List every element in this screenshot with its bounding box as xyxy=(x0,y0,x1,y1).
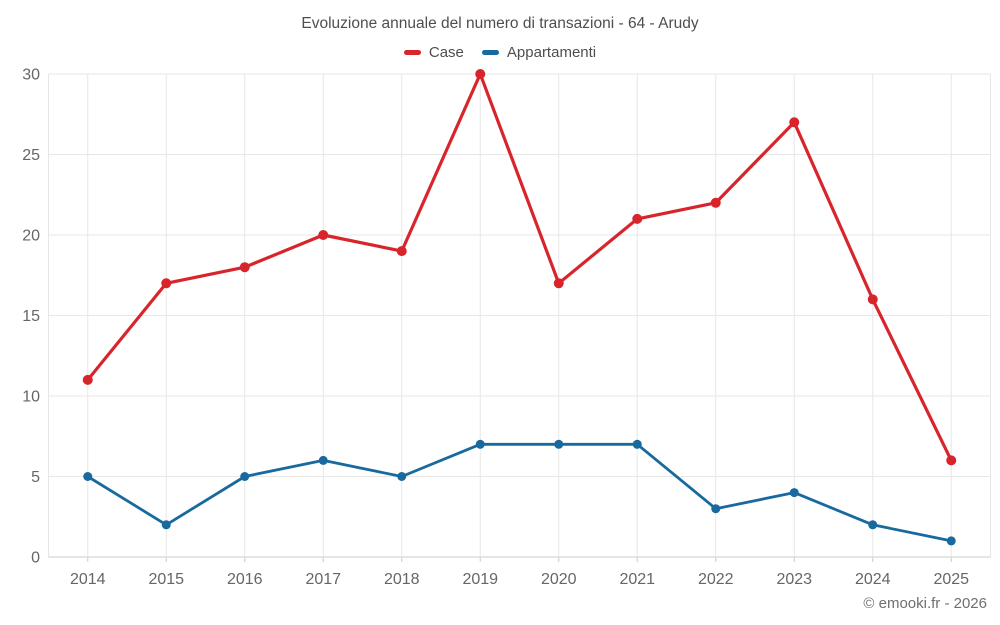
data-point-case-2024[interactable] xyxy=(867,294,878,305)
data-point-appartamenti-2022[interactable] xyxy=(711,504,721,514)
chart-title: Evoluzione annuale del numero di transaz… xyxy=(301,15,699,32)
data-point-case-2020[interactable] xyxy=(553,278,564,289)
legend-label-case: Case xyxy=(428,44,464,61)
data-point-case-2022[interactable] xyxy=(710,197,721,208)
y-axis-tick-label: 5 xyxy=(31,469,40,486)
legend-label-appartamenti: Appartamenti xyxy=(506,44,597,61)
x-axis-tick-label: 2022 xyxy=(698,571,734,588)
data-point-case-2019[interactable] xyxy=(475,69,486,79)
x-axis-tick-label: 2014 xyxy=(70,571,106,588)
data-point-case-2025[interactable] xyxy=(946,455,957,466)
data-point-appartamenti-2017[interactable] xyxy=(318,455,328,465)
y-axis-tick-label: 25 xyxy=(22,147,40,164)
copyright-note: © emooki.fr - 2026 xyxy=(863,595,987,612)
data-point-case-2017[interactable] xyxy=(318,230,329,240)
x-axis-tick-label: 2019 xyxy=(462,571,498,588)
data-point-appartamenti-2018[interactable] xyxy=(397,472,407,481)
data-point-appartamenti-2020[interactable] xyxy=(554,439,564,449)
x-axis-tick-label: 2020 xyxy=(541,571,577,588)
y-axis-tick-label: 10 xyxy=(22,389,40,406)
y-axis-tick-label: 20 xyxy=(22,228,40,245)
series-line-appartamenti xyxy=(86,442,953,543)
series-line-case xyxy=(86,72,953,462)
x-axis-tick-label: 2016 xyxy=(227,571,263,588)
x-axis-tick-label: 2017 xyxy=(305,571,341,588)
legend-marker-case xyxy=(403,50,421,55)
legend-item-case[interactable]: Case xyxy=(403,44,464,61)
data-point-appartamenti-2023[interactable] xyxy=(789,488,799,498)
data-point-case-2021[interactable] xyxy=(632,213,643,224)
y-axis-tick-label: 0 xyxy=(31,550,40,567)
x-axis-tick-label: 2021 xyxy=(619,571,655,588)
data-point-appartamenti-2015[interactable] xyxy=(161,520,171,530)
data-point-case-2014[interactable] xyxy=(82,374,93,385)
data-point-case-2023[interactable] xyxy=(789,117,800,128)
data-point-case-2015[interactable] xyxy=(161,278,172,289)
data-point-appartamenti-2019[interactable] xyxy=(475,439,485,449)
x-axis-tick-label: 2015 xyxy=(148,571,184,588)
data-point-appartamenti-2021[interactable] xyxy=(632,439,642,449)
y-axis-tick-label: 15 xyxy=(22,308,40,325)
data-point-appartamenti-2025[interactable] xyxy=(946,536,956,546)
x-axis-tick-label: 2018 xyxy=(384,571,420,588)
data-point-case-2016[interactable] xyxy=(239,262,250,273)
data-point-case-2018[interactable] xyxy=(396,246,407,257)
legend-item-appartamenti[interactable]: Appartamenti xyxy=(481,44,597,61)
y-axis-tick-label: 30 xyxy=(22,67,40,84)
data-point-appartamenti-2016[interactable] xyxy=(240,472,250,481)
x-axis-tick-label: 2025 xyxy=(933,571,969,588)
legend-marker-appartamenti xyxy=(481,50,499,55)
chart-legend: Case Appartamenti xyxy=(0,44,1000,61)
x-axis-tick-label: 2023 xyxy=(776,571,812,588)
data-point-appartamenti-2014[interactable] xyxy=(83,472,93,481)
data-point-appartamenti-2024[interactable] xyxy=(868,520,878,530)
x-axis-tick-label: 2024 xyxy=(855,571,891,588)
